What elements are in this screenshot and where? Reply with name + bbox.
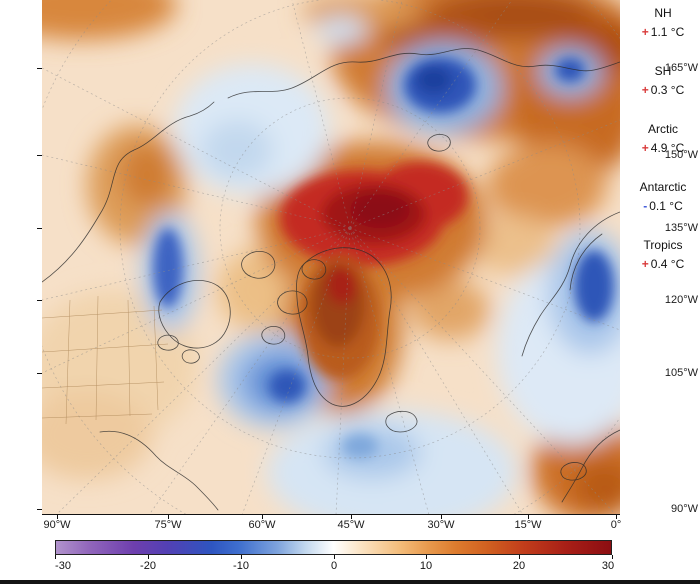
anomaly-value: 0.4 °C [650,257,685,271]
coastlines [42,48,620,511]
x-axis-tick [528,515,529,519]
anomaly-value: 1.1 °C [650,25,685,39]
stat-label: NH [654,6,672,20]
stat-label: SH [654,64,672,78]
colorbar-tick [426,555,427,559]
stat-tropics: Tropics +0.4 °C [626,238,700,271]
y-axis-label: 120°W [664,294,698,306]
x-axis-tick [351,515,352,519]
stat-value: +4.9 °C [626,141,700,155]
colorbar-label: -10 [233,560,249,572]
state-boundaries [42,295,169,425]
bottom-divider [0,580,700,584]
anomaly-core-layer [153,57,614,458]
colorbar-label: 0 [330,560,338,572]
stat-value: +0.4 °C [626,257,700,271]
anomaly-sign: - [643,199,648,213]
y-axis-label: 135°W [664,222,698,234]
colorbar-tick [519,555,520,559]
anomaly-sign: + [641,257,649,271]
x-axis-label: 45°W [337,519,365,531]
colorbar-label: 10 [419,560,433,572]
colorbar-gradient [55,540,612,555]
x-axis-tick [616,515,617,519]
anomaly-value: 0.1 °C [649,199,683,213]
anomaly-value: 0.3 °C [650,83,685,97]
stat-nh: NH +1.1 °C [626,6,700,39]
y-axis-tick [37,68,42,69]
colorbar-tick [55,555,56,559]
anomaly-sign: + [641,25,649,39]
colorbar-label: 20 [512,560,526,572]
colorbar-tick [612,555,613,559]
x-axis-tick [57,515,58,519]
x-axis-label: 30°W [427,519,455,531]
anomaly-sign: + [641,141,649,155]
anomaly-sign: + [641,83,649,97]
x-axis-label: 90°W [43,519,71,531]
y-axis-tick [37,509,42,510]
anomaly-value: 4.9 °C [650,141,685,155]
y-axis-tick [37,373,42,374]
stat-label: Antarctic [639,180,687,194]
anomaly-map [42,0,620,515]
y-axis-label: 150°W [664,149,698,161]
y-axis-label: 90°W [670,503,698,515]
y-axis-label: 105°W [664,367,698,379]
y-axis-label: 165°W [664,62,698,74]
x-axis-tick [441,515,442,519]
y-axis-tick [37,155,42,156]
stat-value: +1.1 °C [626,25,700,39]
x-axis-label: 0° [610,519,622,531]
stat-label: Tropics [643,238,683,252]
x-axis-label: 60°W [248,519,276,531]
stat-value: -0.1 °C [626,199,700,213]
colorbar-tick [334,555,335,559]
x-axis-tick [262,515,263,519]
colorbar-label: 30 [601,560,615,572]
stat-antarctic: Antarctic -0.1 °C [626,180,700,213]
colorbar-label: -30 [55,560,71,572]
stat-value: +0.3 °C [626,83,700,97]
regional-anomaly-panel: NH +1.1 °C SH +0.3 °C Arctic +4.9 °C Ant… [626,0,700,300]
x-axis-label: 75°W [154,519,182,531]
x-axis-tick [168,515,169,519]
bottom-axis-line [42,514,620,515]
y-axis-tick [37,300,42,301]
y-axis-tick [37,228,42,229]
colorbar-tick [241,555,242,559]
stat-sh: SH +0.3 °C [626,64,700,97]
x-axis-label: 15°W [514,519,542,531]
colorbar-tick [148,555,149,559]
stat-arctic: Arctic +4.9 °C [626,122,700,155]
anomaly-map-canvas [42,0,620,515]
colorbar-label: -20 [140,560,156,572]
graticule-grid [42,0,620,515]
stat-label: Arctic [648,122,678,136]
